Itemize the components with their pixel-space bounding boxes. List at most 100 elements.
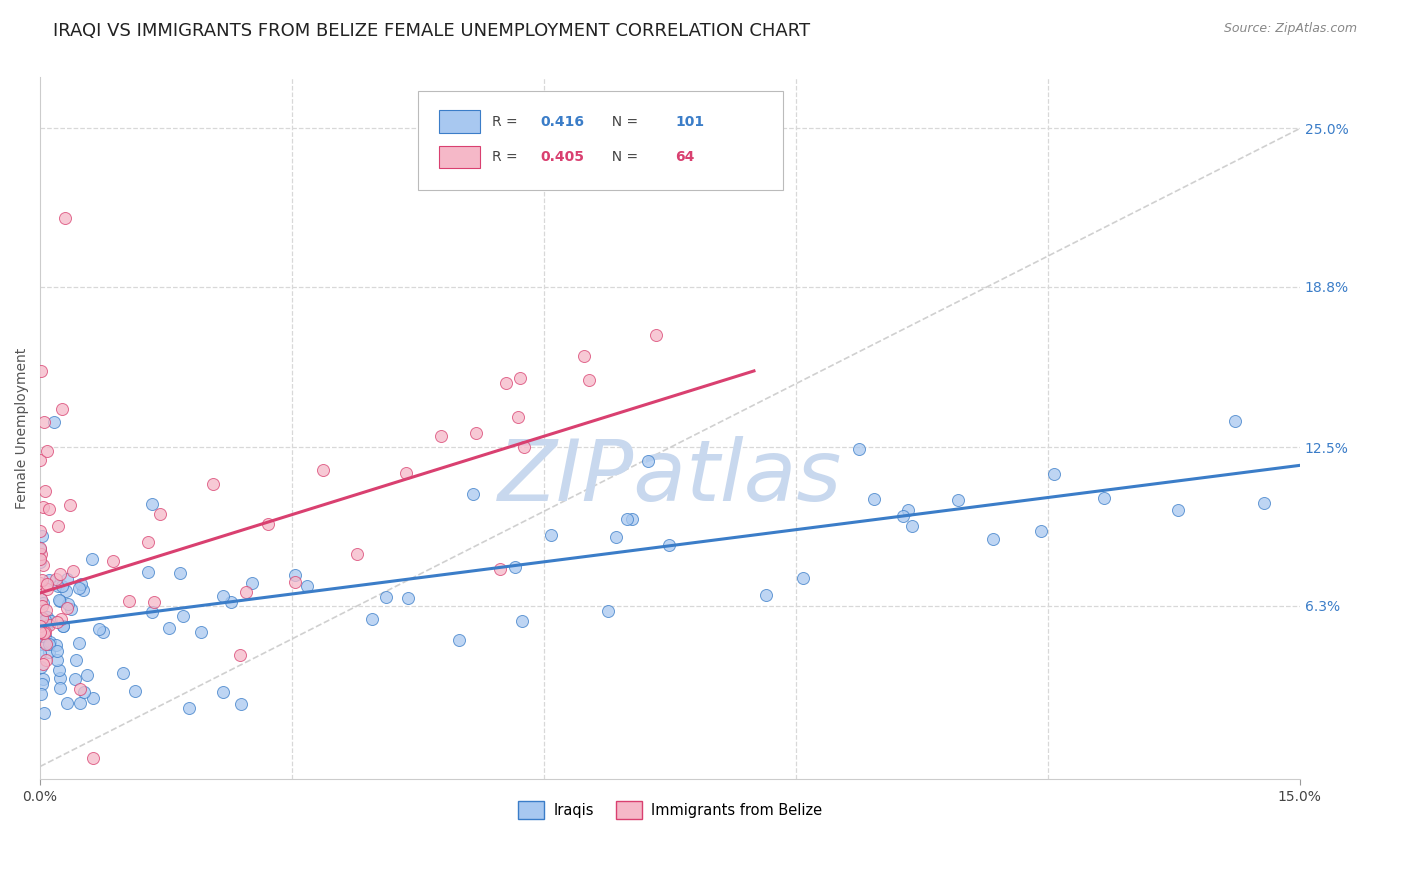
Text: 0.416: 0.416 xyxy=(540,115,585,128)
Point xyxy=(45,615,67,629)
Point xyxy=(605,530,627,544)
Point xyxy=(30,575,52,590)
Point xyxy=(69,681,91,696)
Point xyxy=(38,645,60,659)
FancyBboxPatch shape xyxy=(440,111,479,133)
Point xyxy=(80,551,103,566)
Point xyxy=(863,492,886,507)
Point xyxy=(32,558,55,572)
Point xyxy=(51,619,73,633)
Point xyxy=(30,453,52,467)
Point xyxy=(1042,467,1064,482)
Point xyxy=(465,425,488,440)
Point xyxy=(30,618,52,632)
Point xyxy=(35,444,58,458)
Point xyxy=(235,585,257,599)
Point xyxy=(67,636,90,650)
Point xyxy=(32,415,55,429)
Point xyxy=(896,503,918,517)
Point xyxy=(891,509,914,524)
Text: R =: R = xyxy=(492,115,523,128)
Point xyxy=(312,463,335,477)
Text: 101: 101 xyxy=(675,115,704,128)
Point xyxy=(512,441,534,455)
Point xyxy=(38,573,60,587)
Point xyxy=(35,610,58,624)
Point xyxy=(229,648,252,662)
Point xyxy=(572,349,595,363)
Point xyxy=(103,554,125,568)
Point xyxy=(52,618,75,632)
Point xyxy=(35,637,58,651)
Point xyxy=(900,518,922,533)
Point xyxy=(55,572,77,586)
Point xyxy=(31,629,53,643)
Point xyxy=(212,685,235,699)
Point xyxy=(34,613,56,627)
Point xyxy=(30,524,52,539)
Point xyxy=(31,573,53,587)
Point xyxy=(1253,496,1275,510)
Point xyxy=(70,577,93,591)
Point xyxy=(31,626,53,640)
Point xyxy=(983,532,1005,546)
Point xyxy=(60,601,83,615)
Point xyxy=(72,684,94,698)
Point xyxy=(65,653,87,667)
Point xyxy=(30,659,52,673)
Point xyxy=(34,626,56,640)
Point xyxy=(256,516,278,531)
Point xyxy=(31,599,53,613)
Point xyxy=(212,589,235,603)
Point xyxy=(34,624,56,639)
Point xyxy=(118,594,141,608)
Point xyxy=(56,696,79,710)
Point xyxy=(621,512,644,526)
Point xyxy=(82,750,104,764)
Point xyxy=(38,635,60,649)
Point xyxy=(65,672,87,686)
Point xyxy=(69,697,91,711)
Point xyxy=(136,565,159,579)
Point xyxy=(512,614,534,628)
Point xyxy=(284,574,307,589)
Point xyxy=(32,500,55,515)
Point xyxy=(51,402,73,417)
Point xyxy=(46,643,69,657)
Point xyxy=(503,560,526,574)
Point xyxy=(30,541,52,556)
Point xyxy=(55,583,77,598)
Point xyxy=(495,376,517,391)
Point xyxy=(1092,491,1115,506)
Point xyxy=(375,590,398,604)
Point xyxy=(62,564,84,578)
Point xyxy=(578,373,600,387)
Point xyxy=(31,673,53,687)
Legend: Iraqis, Immigrants from Belize: Iraqis, Immigrants from Belize xyxy=(512,795,828,824)
Point xyxy=(72,582,94,597)
Point xyxy=(49,612,72,626)
Point xyxy=(49,681,72,695)
Point xyxy=(540,528,562,542)
Point xyxy=(297,579,319,593)
Point xyxy=(284,568,307,582)
Point xyxy=(34,630,56,644)
Point xyxy=(31,528,53,542)
Point xyxy=(30,618,52,632)
Text: Source: ZipAtlas.com: Source: ZipAtlas.com xyxy=(1223,22,1357,36)
Point xyxy=(30,687,52,701)
Point xyxy=(53,211,76,225)
Point xyxy=(30,612,52,626)
Point xyxy=(42,415,65,429)
Point xyxy=(111,666,134,681)
Point xyxy=(645,328,668,343)
Point xyxy=(201,477,224,491)
Point xyxy=(91,625,114,640)
Point xyxy=(136,535,159,549)
Point xyxy=(616,512,638,526)
Point xyxy=(219,595,242,609)
Text: R =: R = xyxy=(492,150,523,164)
Point xyxy=(49,567,72,582)
Point xyxy=(142,594,165,608)
Point xyxy=(508,409,530,424)
